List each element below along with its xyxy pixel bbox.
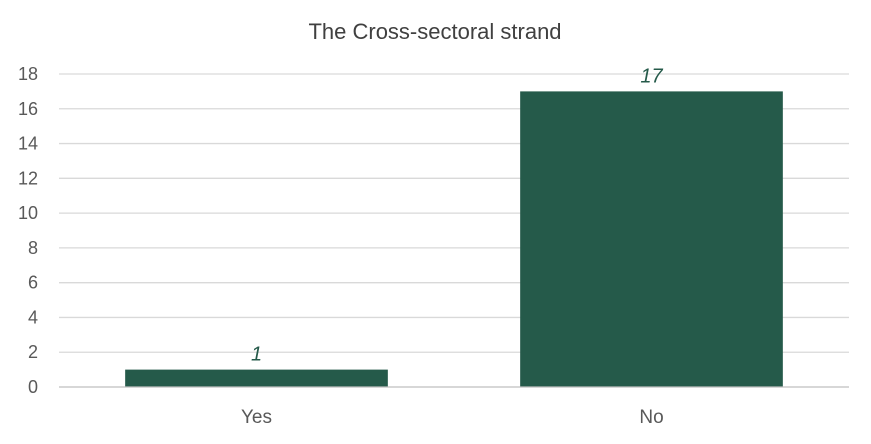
data-label: 17 (640, 65, 663, 87)
y-tick-label: 8 (28, 238, 38, 258)
bars (125, 91, 783, 387)
chart-title: The Cross-sectoral strand (308, 19, 561, 44)
bar-no (520, 91, 783, 387)
y-tick-label: 6 (28, 273, 38, 293)
x-axis-category-labels: Yes No (241, 407, 664, 428)
x-category-label: Yes (241, 407, 272, 428)
y-tick-label: 16 (18, 99, 38, 119)
y-tick-label: 18 (18, 64, 38, 84)
y-tick-label: 14 (18, 134, 38, 154)
y-tick-label: 10 (18, 203, 38, 223)
x-category-label: No (639, 407, 663, 428)
y-tick-label: 2 (28, 342, 38, 362)
y-tick-label: 4 (28, 307, 38, 327)
bar-yes (125, 369, 388, 387)
y-axis-tick-labels: 0 2 4 6 8 10 12 14 16 18 (18, 64, 38, 397)
data-labels: 1 17 (251, 65, 664, 365)
y-tick-label: 12 (18, 168, 38, 188)
data-label: 1 (251, 344, 262, 366)
y-tick-label: 0 (28, 377, 38, 397)
gridlines (59, 73, 849, 353)
